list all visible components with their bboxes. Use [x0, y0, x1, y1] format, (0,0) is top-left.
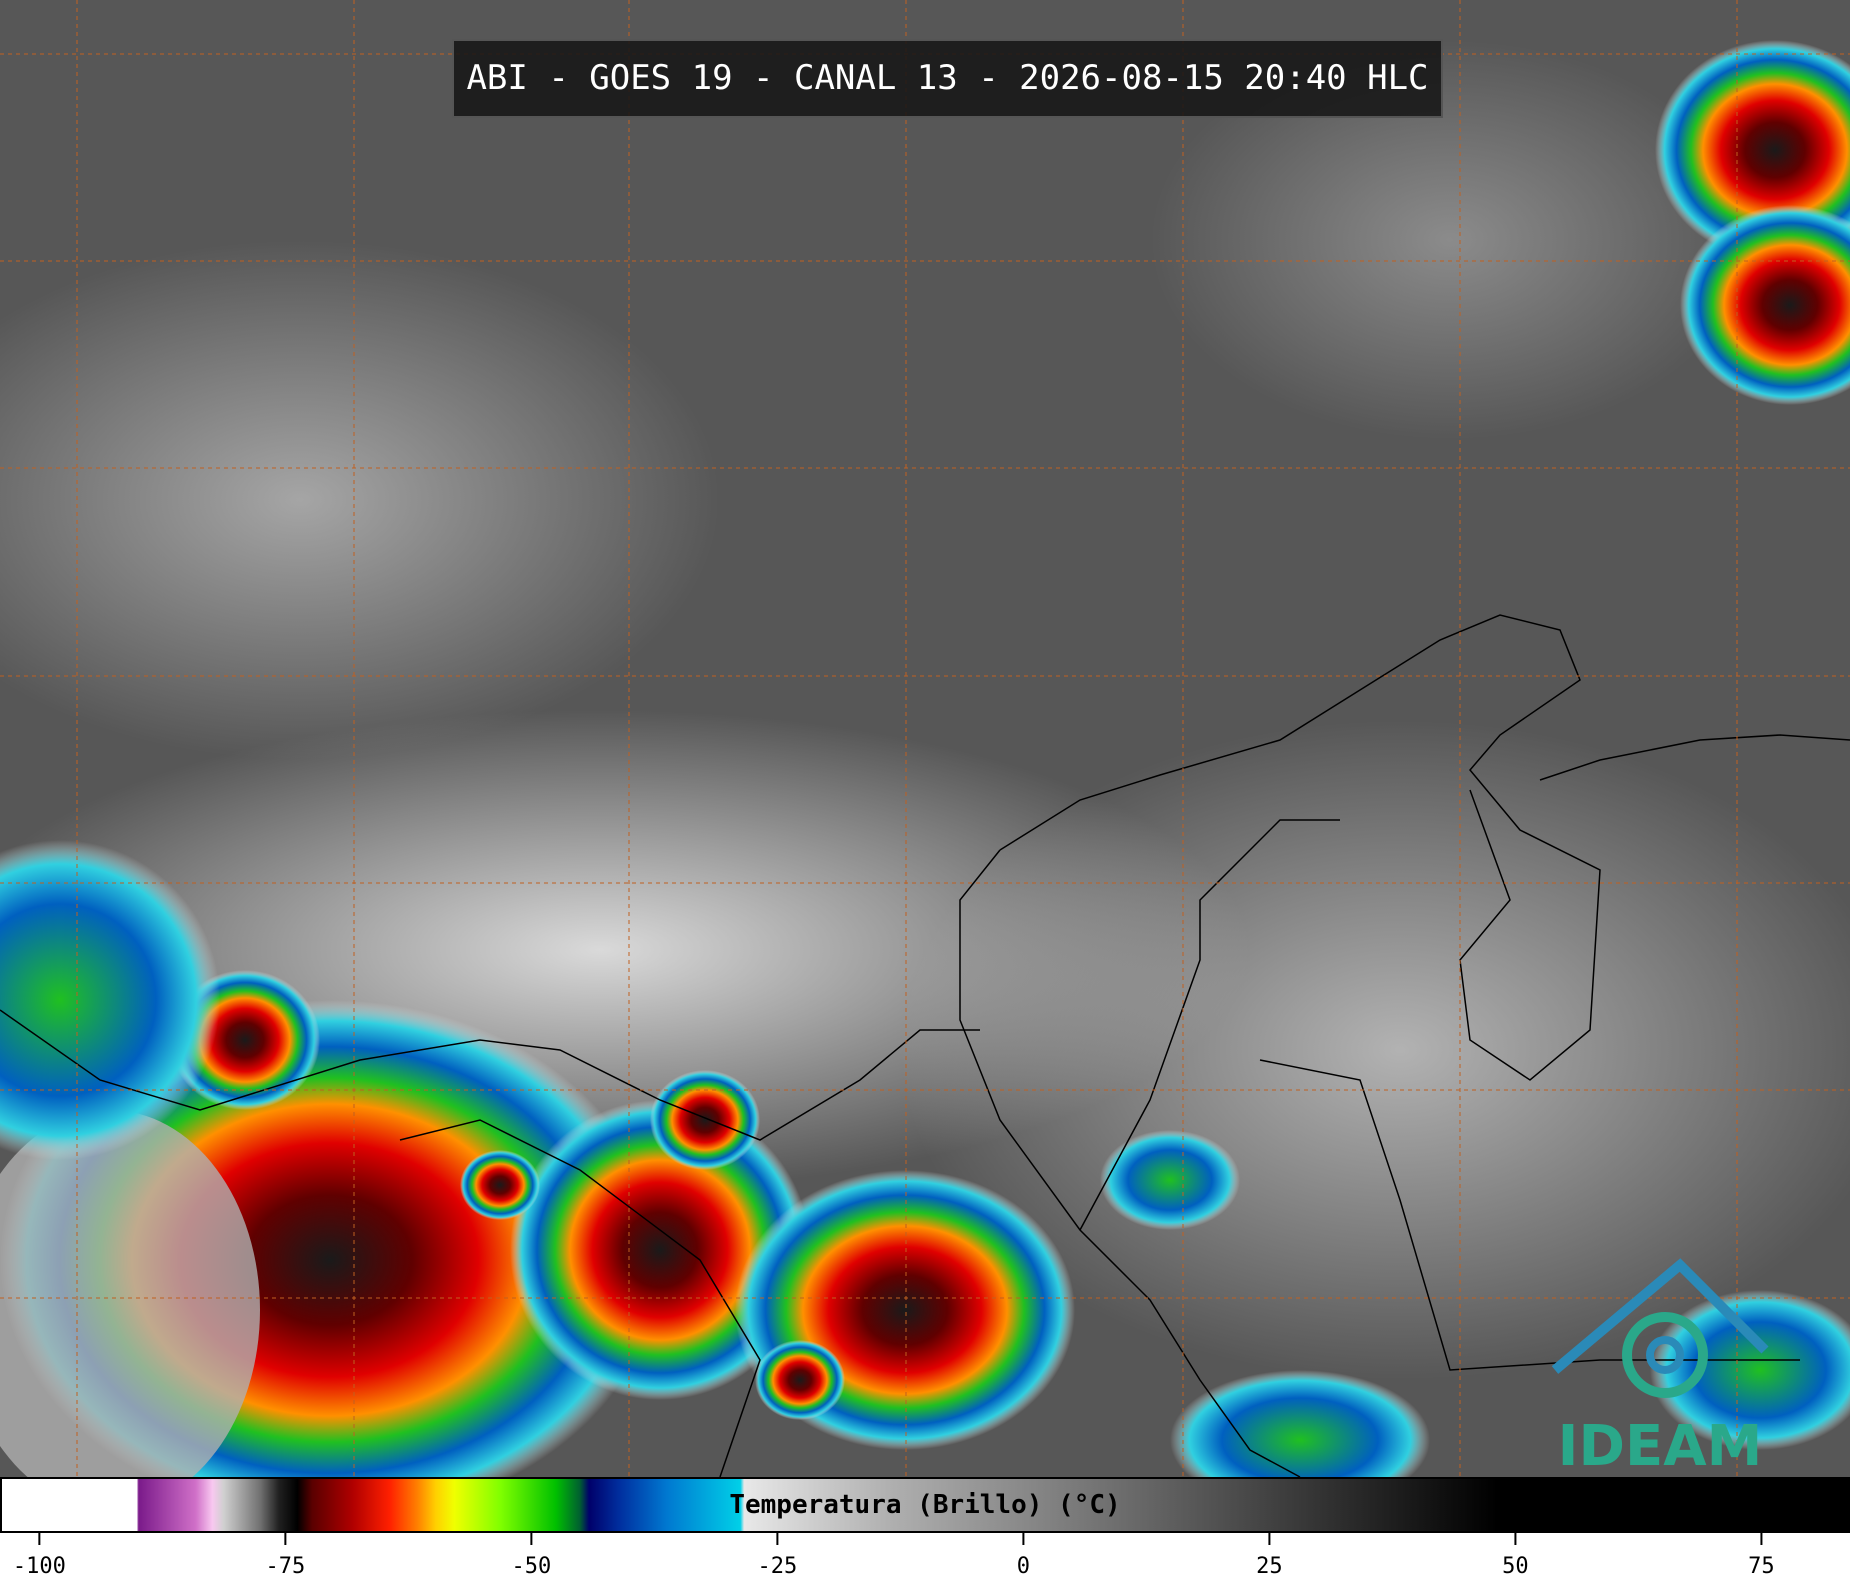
storm: [1680, 205, 1850, 405]
tick-label: 0: [1017, 1554, 1030, 1577]
storm: [1170, 1370, 1430, 1510]
colorbar-ticks: -100 -75 -50 -25 0 25 50 75: [13, 1533, 1775, 1577]
storm: [755, 1340, 845, 1420]
logo-roof: [1551, 1258, 1769, 1374]
coastline: [999, 614, 1601, 1081]
lat-lon-grid: [0, 0, 1850, 1477]
storm: [0, 840, 220, 1160]
logo-text: IDEAM: [1558, 1414, 1763, 1479]
tick-label: -50: [512, 1554, 552, 1577]
logo: IDEAM: [1551, 1258, 1769, 1479]
coastline: [0, 1009, 980, 1141]
tick-label: -75: [265, 1554, 305, 1577]
coastlines: [0, 614, 1850, 1478]
tick-label: -100: [13, 1554, 66, 1577]
cloud: [1150, 40, 1750, 440]
border: [1259, 1059, 1800, 1371]
coastline: [1539, 734, 1850, 781]
storm: [1655, 40, 1850, 260]
colorbar-label: Temperatura (Brillo) (°C): [729, 1490, 1121, 1520]
storm: [1650, 1290, 1850, 1450]
storm: [460, 1150, 540, 1220]
border: [1079, 819, 1340, 1231]
tick-label: 25: [1256, 1554, 1283, 1577]
logo-swirl: [1646, 1336, 1684, 1374]
border: [399, 1119, 761, 1478]
storm: [510, 1100, 810, 1400]
tick-label: 75: [1748, 1554, 1775, 1577]
colorbar: [0, 1477, 1850, 1533]
cloud: [0, 240, 720, 760]
tick-label: -25: [758, 1554, 798, 1577]
storm: [650, 1070, 760, 1170]
storm: [1100, 1130, 1240, 1230]
title: ABI - GOES 19 - CANAL 13 - 2026-08-15 20…: [452, 39, 1443, 118]
logo-swirl: [1622, 1312, 1708, 1398]
cold-top: [0, 1110, 260, 1510]
tick-label: 50: [1502, 1554, 1529, 1577]
